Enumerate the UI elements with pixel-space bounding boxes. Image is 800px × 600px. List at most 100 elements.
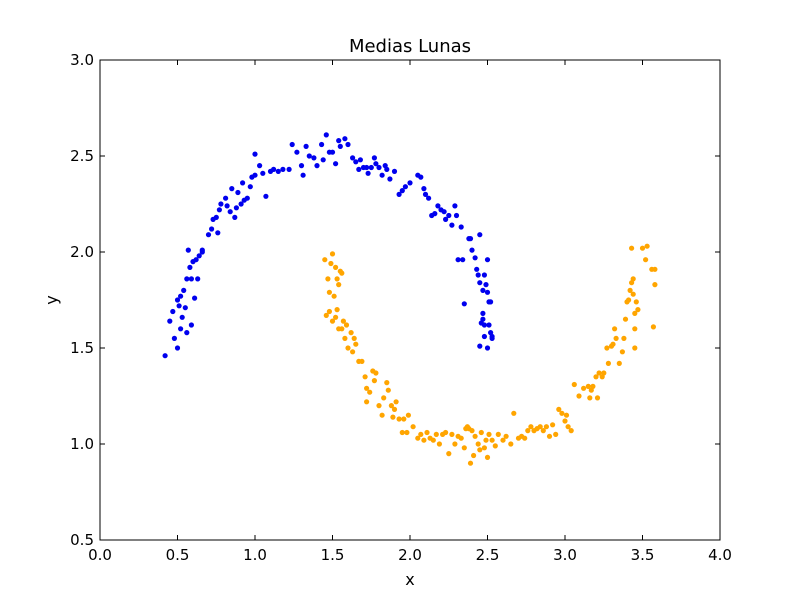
series-2-point — [605, 360, 612, 366]
series-1-point — [329, 149, 336, 155]
series-1-point — [422, 191, 429, 197]
series-2-point — [415, 435, 421, 441]
series-2-point — [384, 380, 390, 386]
series-2-point — [643, 257, 649, 263]
series-1-point — [461, 301, 467, 307]
series-1-point — [174, 345, 181, 351]
series-2-point — [632, 345, 638, 351]
series-2-point — [404, 429, 410, 436]
series-1-point — [474, 266, 480, 272]
series-1-point — [184, 276, 190, 282]
series-1-point — [252, 172, 258, 178]
series-2-point — [604, 345, 610, 351]
series-2-point — [563, 412, 570, 418]
series-2-point — [525, 428, 531, 434]
series-2-point — [626, 297, 632, 303]
series-1-point — [475, 272, 481, 278]
data-points — [162, 132, 658, 466]
series-2-point — [364, 385, 370, 391]
x-tick-label: 2.0 — [398, 546, 422, 564]
series-2-point — [418, 431, 424, 437]
series-2-point — [421, 437, 427, 443]
series-1-point — [488, 299, 494, 305]
series-2-point — [343, 322, 350, 328]
series-2-point — [652, 282, 658, 288]
series-2-point — [622, 316, 629, 322]
series-2-point — [612, 326, 618, 332]
y-tick-label: 1.5 — [70, 339, 94, 357]
series-2-point — [342, 335, 348, 341]
series-1-point — [294, 149, 300, 155]
series-2-point — [443, 429, 449, 436]
series-1-point — [178, 293, 184, 299]
x-tick-label: 3.0 — [553, 546, 577, 564]
series-1-point — [418, 174, 424, 180]
series-2-point — [325, 276, 331, 282]
series-2-point — [364, 399, 370, 405]
series-2-point — [329, 318, 336, 324]
series-2-point — [391, 406, 398, 412]
series-1-point — [188, 276, 194, 282]
series-1-point — [446, 212, 452, 219]
series-1-point — [319, 141, 325, 148]
series-2-point — [540, 428, 546, 434]
series-2-point — [610, 341, 616, 347]
series-1-point — [407, 180, 413, 186]
series-2-point — [430, 437, 436, 443]
series-1-point — [187, 264, 193, 270]
series-2-point — [484, 454, 491, 460]
y-tick-label: 2.0 — [70, 243, 94, 261]
series-1-point — [368, 164, 374, 171]
x-tick-label: 1.0 — [243, 546, 267, 564]
series-1-point — [244, 195, 250, 201]
series-2-point — [322, 257, 328, 263]
series-1-point — [480, 310, 486, 316]
series-1-point — [170, 308, 176, 315]
series-1-point — [480, 316, 486, 322]
series-2-point — [345, 345, 351, 351]
series-2-point — [351, 335, 357, 341]
series-2-point — [446, 451, 452, 457]
x-tick-label: 1.5 — [321, 546, 345, 564]
series-1-point — [235, 189, 241, 196]
series-2-point — [596, 370, 602, 376]
series-2-point — [467, 460, 474, 466]
series-2-point — [483, 437, 489, 443]
series-2-point — [632, 310, 638, 316]
series-2-point — [601, 370, 607, 376]
series-2-point — [376, 403, 382, 409]
series-1-point — [486, 322, 492, 328]
series-1-point — [229, 186, 235, 192]
series-1-point — [489, 335, 495, 341]
series-1-point — [435, 203, 441, 209]
series-1-point — [481, 322, 487, 328]
series-2-point — [486, 431, 492, 437]
series-1-point — [298, 163, 305, 169]
series-1-point — [356, 166, 362, 172]
series-1-point — [443, 216, 449, 222]
series-2-point — [393, 399, 399, 405]
series-2-point — [652, 266, 658, 272]
series-2-point — [644, 243, 650, 249]
series-2-point — [469, 428, 475, 434]
series-1-point — [311, 155, 317, 161]
series-2-point — [553, 431, 559, 437]
series-2-point — [528, 424, 534, 430]
x-tick-label: 2.5 — [476, 546, 500, 564]
series-1-point — [162, 353, 168, 359]
series-2-point — [339, 326, 345, 332]
series-1-point — [185, 247, 191, 253]
series-2-point — [379, 412, 385, 418]
series-2-point — [550, 422, 556, 428]
series-1-point — [218, 201, 224, 207]
x-tick-label: 3.5 — [631, 546, 655, 564]
series-1-point — [215, 230, 221, 236]
series-2-point — [405, 412, 411, 418]
series-2-point — [627, 287, 633, 293]
series-2-point — [590, 383, 596, 389]
series-2-point — [323, 312, 329, 318]
series-1-point — [481, 272, 487, 278]
series-2-point — [543, 424, 550, 430]
series-2-point — [424, 429, 430, 436]
